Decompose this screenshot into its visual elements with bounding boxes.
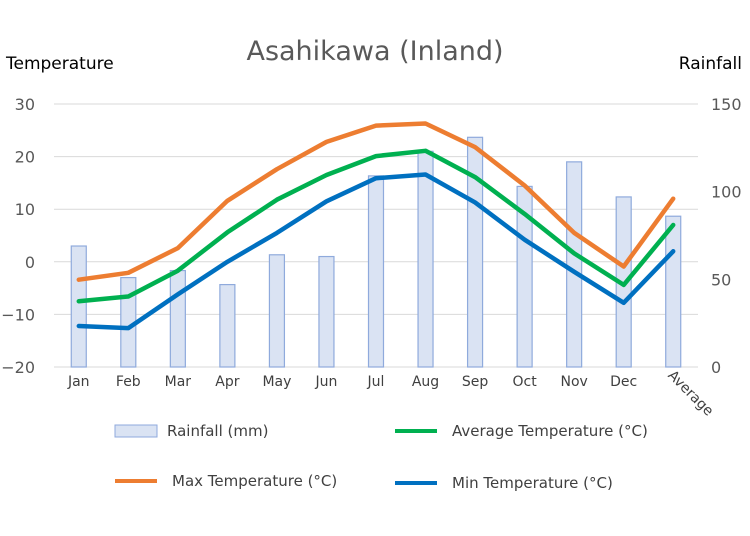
x-tick-label-jul: Jul (367, 374, 385, 390)
bar-rainfall-jul (367, 175, 385, 368)
legend-item-rainfall: Rainfall (mm) (114, 422, 268, 440)
legend-item-max-temperature: Max Temperature (°C) (115, 472, 337, 490)
bar-rainfall-mar (169, 269, 186, 368)
y-left-tick-label: 0 (25, 253, 35, 272)
line-average-temperature (76, 148, 676, 304)
bar-rainfall-average (665, 215, 682, 368)
bar-rainfall-sep (466, 136, 484, 368)
line-min-temperature (76, 172, 676, 331)
bar-rainfall-jan (70, 245, 87, 368)
x-tick-label-oct: Oct (513, 374, 538, 390)
legend-label-rainfall: Rainfall (mm) (167, 422, 268, 440)
y-left-tick-label: −10 (1, 305, 35, 324)
rainfall-bars (70, 136, 682, 368)
bar-rainfall-aug (417, 150, 434, 368)
y-left-tick-label: 20 (15, 148, 35, 167)
x-tick-label-dec: Dec (610, 374, 637, 390)
legend: Rainfall (mm) Average Temperature (°C) M… (114, 422, 648, 492)
x-tick-label-jun: Jun (315, 374, 338, 390)
y-left-tick-label: 30 (15, 95, 35, 114)
legend-item-average-temperature: Average Temperature (°C) (395, 422, 648, 440)
y-left-tick-labels: −20 −10 0 10 20 30 (1, 95, 35, 377)
x-tick-label-mar: Mar (165, 374, 192, 390)
x-tick-label-may: May (262, 374, 291, 390)
y-right-tick-label: 0 (711, 358, 721, 377)
x-tick-label-feb: Feb (116, 374, 141, 390)
bar-rainfall-apr (219, 283, 236, 368)
y-right-tick-label: 50 (711, 270, 731, 289)
legend-label-average-temperature: Average Temperature (°C) (452, 422, 648, 440)
chart-title: Asahikawa (Inland) (246, 36, 503, 67)
x-tick-label-jan: Jan (67, 374, 90, 390)
y-right-axis-title: Rainfall (679, 54, 742, 74)
y-left-tick-label: 10 (15, 200, 35, 219)
y-left-tick-label: −20 (1, 358, 35, 377)
y-right-tick-label: 150 (711, 95, 742, 114)
x-tick-label-nov: Nov (560, 374, 587, 390)
bar-rainfall-jun (318, 255, 335, 368)
x-tick-labels: Jan Feb Mar Apr May Jun Jul Aug Sep Oct Nov Dec Aver… (67, 368, 716, 420)
y-right-tick-label: 100 (711, 183, 742, 202)
legend-item-min-temperature: Min Temperature (°C) (395, 474, 613, 492)
legend-label-max-temperature: Max Temperature (°C) (172, 472, 337, 490)
bar-rainfall-may (268, 254, 286, 368)
x-tick-label-aug: Aug (412, 374, 439, 390)
y-left-axis-title: Temperature (5, 54, 114, 74)
bar-rainfall-nov (566, 161, 583, 368)
legend-label-min-temperature: Min Temperature (°C) (452, 474, 613, 492)
x-tick-label-average: Average (664, 368, 716, 420)
legend-swatch-rainfall (114, 424, 158, 438)
line-max-temperature (76, 121, 676, 282)
temperature-lines (76, 121, 676, 331)
x-tick-label-sep: Sep (462, 374, 489, 390)
x-tick-label-apr: Apr (215, 374, 239, 390)
y-right-tick-labels: 0 50 100 150 (711, 95, 742, 377)
